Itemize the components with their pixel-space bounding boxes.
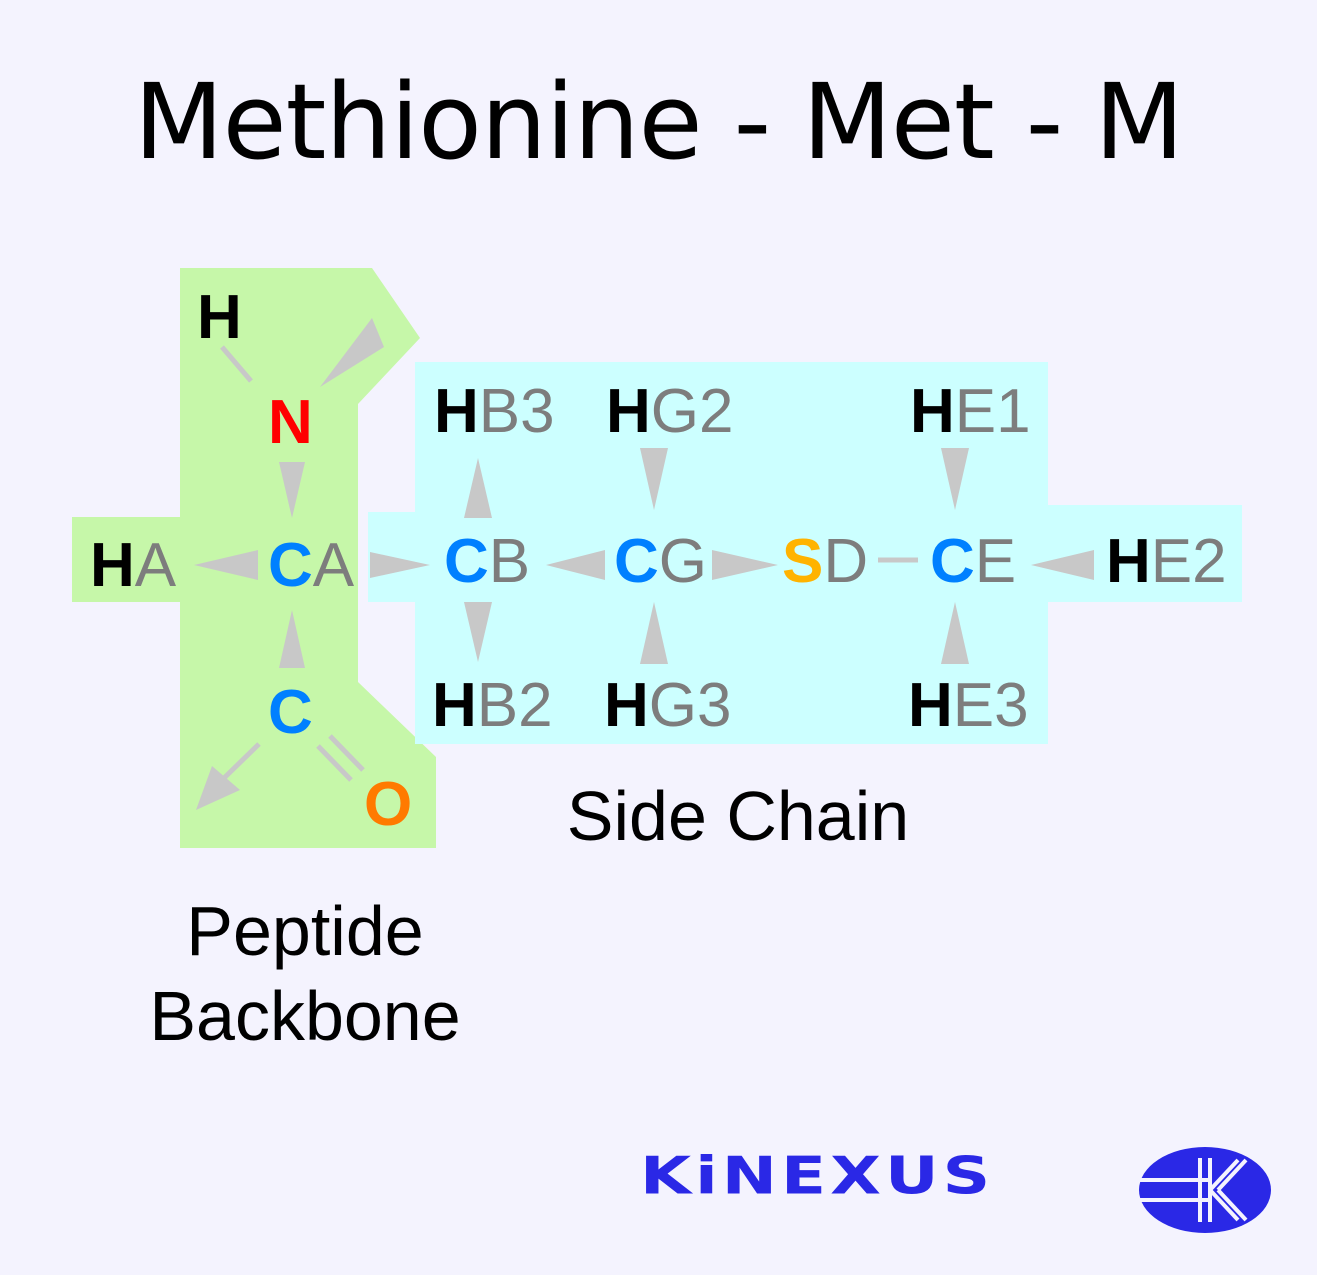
atom-ca: CA <box>268 531 355 600</box>
atom-c: C <box>268 678 313 747</box>
atom-hg3: HG3 <box>604 671 732 740</box>
atom-ca-suffix: A <box>313 531 355 600</box>
atom-he3-element: H <box>908 671 953 740</box>
atom-ca-element: C <box>268 531 313 600</box>
atom-o: O <box>364 770 412 839</box>
backbone-label-line2: Backbone <box>149 977 460 1055</box>
atom-c-element: C <box>268 678 313 747</box>
atom-ce: CE <box>930 527 1016 596</box>
atom-hb3-suffix: B3 <box>479 377 555 446</box>
atom-hg3-suffix: G3 <box>649 671 732 740</box>
atom-o-element: O <box>364 770 412 839</box>
atom-ce-element: C <box>930 527 975 596</box>
kinexus-k-globe-icon <box>1120 1147 1271 1233</box>
atom-hg3-element: H <box>604 671 649 740</box>
atom-hb3-element: H <box>434 377 479 446</box>
atom-he1: HE1 <box>910 377 1031 446</box>
atom-hb2-element: H <box>432 671 477 740</box>
atom-hb3: HB3 <box>434 377 555 446</box>
atom-hg2-element: H <box>606 377 651 446</box>
backbone-label-line1: Peptide <box>186 892 423 970</box>
atom-hb2-suffix: B2 <box>477 671 553 740</box>
atom-hb2: HB2 <box>432 671 553 740</box>
atom-sd: SD <box>782 527 868 596</box>
atom-sd-suffix: D <box>823 527 868 596</box>
atom-hg2-suffix: G2 <box>651 377 734 446</box>
atom-cg-element: C <box>614 527 659 596</box>
atom-he3: HE3 <box>908 671 1029 740</box>
kinexus-logo: KiNEXUS <box>640 1140 1280 1240</box>
atom-cg-suffix: G <box>659 527 707 596</box>
atom-n-element: N <box>268 388 313 457</box>
atom-sd-element: S <box>782 527 823 596</box>
atom-ha: HA <box>90 531 177 600</box>
atom-ce-suffix: E <box>975 527 1016 596</box>
atom-he2-element: H <box>1106 527 1151 596</box>
atom-he1-element: H <box>910 377 955 446</box>
atom-cb: CB <box>444 527 530 596</box>
atom-ha-element: H <box>90 531 135 600</box>
page-title: Methionine - Met - M <box>133 61 1184 183</box>
atom-h-element: H <box>197 283 242 352</box>
atom-he3-suffix: E3 <box>953 671 1029 740</box>
atom-ha-suffix: A <box>135 531 177 600</box>
atom-n: N <box>268 388 313 457</box>
atom-cb-element: C <box>444 527 489 596</box>
atom-he1-suffix: E1 <box>955 377 1031 446</box>
atom-cg: CG <box>614 527 707 596</box>
atom-he2: HE2 <box>1106 527 1227 596</box>
logo-text: KiNEXUS <box>640 1146 995 1207</box>
atom-h: H <box>197 283 242 352</box>
atom-cb-suffix: B <box>489 527 530 596</box>
side-chain-label: Side Chain <box>567 777 909 855</box>
atom-he2-suffix: E2 <box>1151 527 1227 596</box>
atom-hg2: HG2 <box>606 377 734 446</box>
side-chain-region <box>368 362 1242 744</box>
bonds <box>194 318 1094 810</box>
